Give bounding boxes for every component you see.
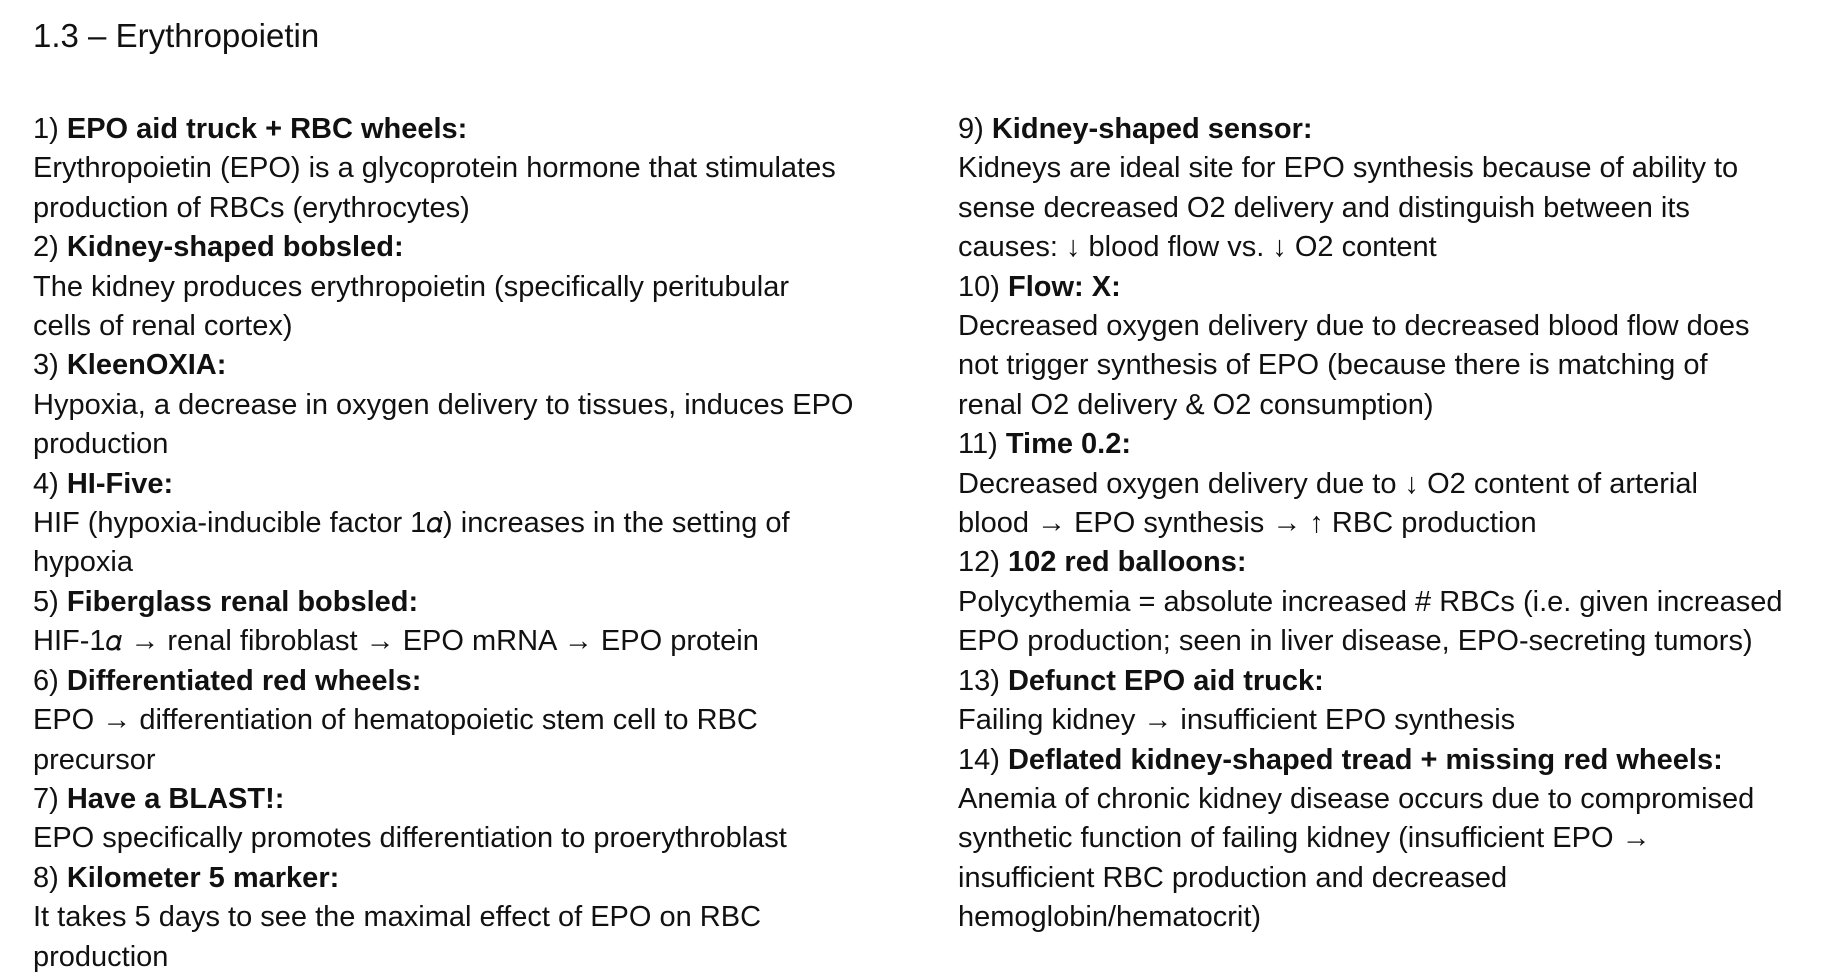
right-column: 9) Kidney-shaped sensor: Kidneys are ide… <box>958 110 1828 938</box>
item-heading: 12) 102 red balloons: <box>958 543 1828 582</box>
item-number: 6) <box>33 664 59 697</box>
item-text-line: It takes 5 days to see the maximal effec… <box>33 901 762 934</box>
item-text-line: blood → EPO synthesis → ↑ RBC production <box>958 507 1537 540</box>
item-number: 9) <box>958 113 984 145</box>
item-text-line: cells of renal cortex) <box>33 310 293 343</box>
item-text-line: Failing kidney → insufficient EPO synthe… <box>958 704 1516 737</box>
item-heading: 10) Flow: X: <box>958 268 1828 307</box>
item-term: EPO aid truck + RBC wheels: <box>66 113 468 145</box>
list-item: 3) KleenOXIA: Hypoxia, a decrease in oxy… <box>33 346 933 464</box>
item-text-line: EPO specifically promotes differentiatio… <box>33 822 787 855</box>
item-term: Defunct EPO aid truck: <box>1007 664 1324 697</box>
list-item: 14) Deflated kidney-shaped tread + missi… <box>958 741 1828 938</box>
item-text-line: hemoglobin/hematocrit) <box>958 901 1262 934</box>
item-text-line: Erythropoietin (EPO) is a glycoprotein h… <box>33 152 836 185</box>
item-text-line: production <box>33 428 169 461</box>
item-number: 12) <box>958 546 1000 579</box>
item-term: Time 0.2: <box>1005 428 1132 461</box>
list-item: 8) Kilometer 5 marker: It takes 5 days t… <box>33 859 933 977</box>
item-heading: 14) Deflated kidney-shaped tread + missi… <box>958 741 1828 780</box>
item-heading: 2) Kidney-shaped bobsled: <box>33 228 933 267</box>
list-item: 4) HI-Five: HIF (hypoxia-inducible facto… <box>33 465 933 583</box>
item-text-line: Kidneys are ideal site for EPO synthesis… <box>958 152 1739 185</box>
item-text-line: EPO production; seen in liver disease, E… <box>958 625 1753 658</box>
item-number: 13) <box>958 664 1000 697</box>
item-term: Fiberglass renal bobsled: <box>66 585 419 618</box>
item-text-line: not trigger synthesis of EPO (because th… <box>958 349 1708 382</box>
page-title: 1.3 – Erythropoietin <box>33 17 320 54</box>
item-term: KleenOXIA: <box>66 349 227 382</box>
item-heading: 1) EPO aid truck + RBC wheels: <box>33 110 933 149</box>
item-heading: 7) Have a BLAST!: <box>33 780 933 819</box>
item-text-line: EPO → differentiation of hematopoietic s… <box>33 704 758 737</box>
list-item: 12) 102 red balloons: Polycythemia = abs… <box>958 543 1828 661</box>
item-term: Kidney-shaped bobsled: <box>66 231 404 264</box>
item-text-line: The kidney produces erythropoietin (spec… <box>33 270 789 303</box>
item-term: Kilometer 5 marker: <box>66 861 340 894</box>
item-term: Kidney-shaped sensor: <box>991 113 1313 145</box>
left-column: 1) EPO aid truck + RBC wheels: Erythropo… <box>33 110 933 977</box>
item-heading: 8) Kilometer 5 marker: <box>33 859 933 898</box>
item-heading: 11) Time 0.2: <box>958 425 1828 464</box>
item-number: 4) <box>33 467 59 500</box>
item-heading: 5) Fiberglass renal bobsled: <box>33 583 933 622</box>
list-item: 11) Time 0.2: Decreased oxygen delivery … <box>958 425 1828 543</box>
item-term: Have a BLAST!: <box>66 782 285 815</box>
item-heading: 4) HI-Five: <box>33 465 933 504</box>
item-text-line: Polycythemia = absolute increased # RBCs… <box>958 585 1783 618</box>
item-number: 1) <box>33 113 59 145</box>
item-text-line: HIF (hypoxia-inducible factor 1𝛼) increa… <box>33 507 790 540</box>
item-number: 8) <box>33 861 59 894</box>
list-item: 5) Fiberglass renal bobsled: HIF-1𝛼 → re… <box>33 583 933 662</box>
item-text-line: production <box>33 940 169 973</box>
item-text-line: HIF-1𝛼 → renal fibroblast → EPO mRNA → E… <box>33 625 759 658</box>
list-item: 13) Defunct EPO aid truck: Failing kidne… <box>958 662 1828 741</box>
item-term: HI-Five: <box>66 467 174 500</box>
item-text-line: Decreased oxygen delivery due to ↓ O2 co… <box>958 467 1698 500</box>
item-number: 10) <box>958 270 1000 303</box>
list-item: 6) Differentiated red wheels: EPO → diff… <box>33 662 933 780</box>
list-item: 9) Kidney-shaped sensor: Kidneys are ide… <box>958 110 1828 268</box>
item-text-line: renal O2 delivery & O2 consumption) <box>958 388 1434 421</box>
item-number: 2) <box>33 231 59 264</box>
item-text-line: insufficient RBC production and decrease… <box>958 861 1508 894</box>
item-heading: 9) Kidney-shaped sensor: <box>958 110 1828 149</box>
list-item: 2) Kidney-shaped bobsled: The kidney pro… <box>33 228 933 346</box>
item-text-line: sense decreased O2 delivery and distingu… <box>958 191 1690 224</box>
item-number: 3) <box>33 349 59 382</box>
item-heading: 3) KleenOXIA: <box>33 346 933 385</box>
item-text-line: synthetic function of failing kidney (in… <box>958 822 1651 855</box>
item-number: 5) <box>33 585 59 618</box>
item-text-line: Hypoxia, a decrease in oxygen delivery t… <box>33 388 854 421</box>
item-number: 14) <box>958 743 1000 776</box>
item-term: Flow: X: <box>1007 270 1121 303</box>
item-text-line: causes: ↓ blood flow vs. ↓ O2 content <box>958 231 1437 264</box>
list-item: 10) Flow: X: Decreased oxygen delivery d… <box>958 268 1828 426</box>
list-item: 7) Have a BLAST!: EPO specifically promo… <box>33 780 933 859</box>
item-heading: 13) Defunct EPO aid truck: <box>958 662 1828 701</box>
item-number: 7) <box>33 782 59 815</box>
item-number: 11) <box>958 428 998 461</box>
item-text-line: Decreased oxygen delivery due to decreas… <box>958 310 1750 343</box>
item-heading: 6) Differentiated red wheels: <box>33 662 933 701</box>
list-item: 1) EPO aid truck + RBC wheels: Erythropo… <box>33 110 933 228</box>
item-term: 102 red balloons: <box>1007 546 1247 579</box>
item-text-line: Anemia of chronic kidney disease occurs … <box>958 782 1755 815</box>
item-text-line: production of RBCs (erythrocytes) <box>33 191 470 224</box>
item-text-line: hypoxia <box>33 546 133 579</box>
item-term: Differentiated red wheels: <box>66 664 422 697</box>
item-term: Deflated kidney-shaped tread + missing r… <box>1007 743 1723 776</box>
item-text-line: precursor <box>33 743 156 776</box>
